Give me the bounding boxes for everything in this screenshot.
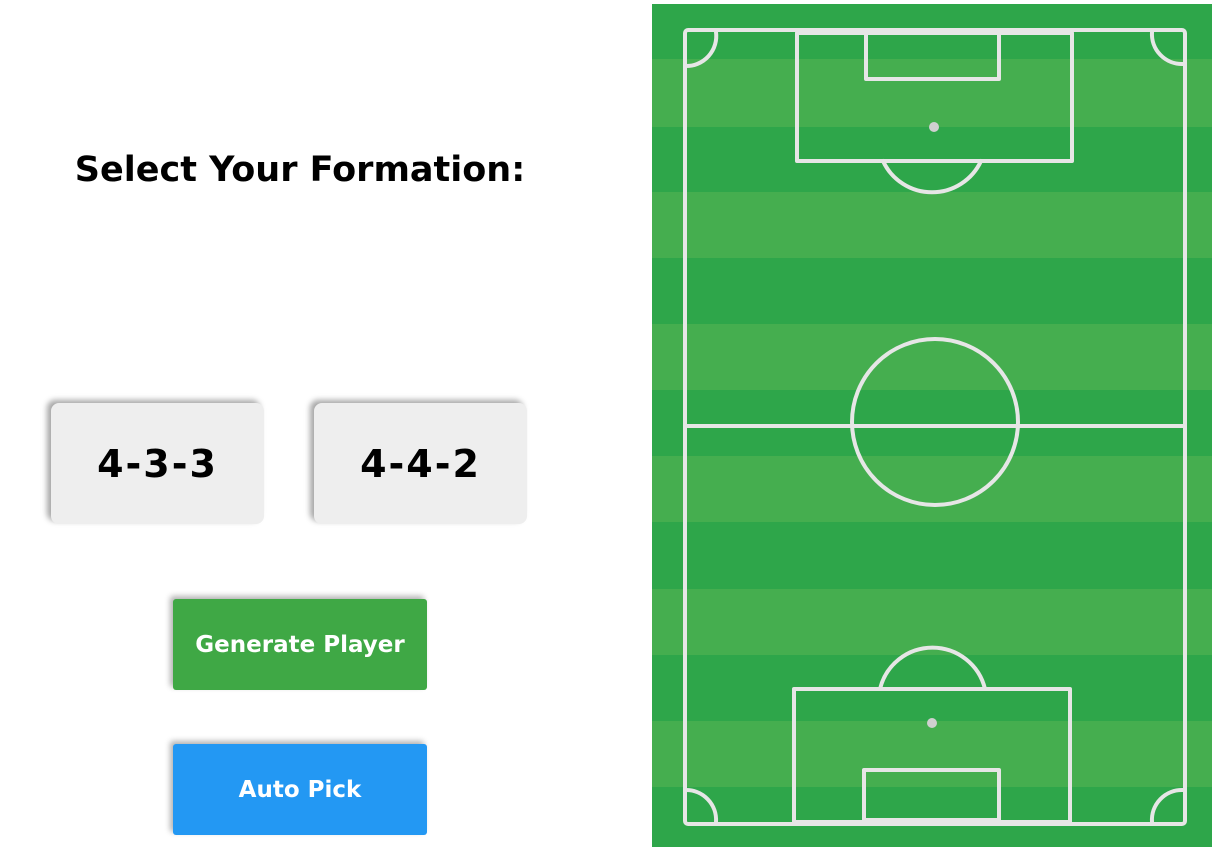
bottom-goal-box: [862, 768, 1001, 822]
football-pitch: [652, 4, 1212, 847]
top-penalty-spot: [929, 122, 939, 132]
corner-arc-bottom-left: [683, 787, 719, 824]
top-penalty-arc: [881, 159, 983, 195]
corner-arc-bottom-right: [1149, 787, 1185, 824]
centre-circle: [850, 337, 1020, 507]
generate-player-button[interactable]: Generate Player: [173, 599, 427, 690]
pitch-stripe: [652, 192, 1212, 258]
top-goal-box: [864, 31, 1001, 81]
page-title: Select Your Formation:: [74, 150, 526, 190]
pitch-stripe: [652, 721, 1212, 787]
pitch-stripe: [652, 324, 1212, 390]
formation-442-button[interactable]: 4-4-2: [314, 403, 527, 524]
auto-pick-button[interactable]: Auto Pick: [173, 744, 427, 835]
pitch-stripe: [652, 59, 1212, 127]
formation-433-button[interactable]: 4-3-3: [51, 403, 264, 524]
bottom-penalty-arc: [878, 645, 987, 691]
pitch-stripe: [652, 589, 1212, 655]
pitch-stripe: [652, 456, 1212, 522]
pitch-drawing: [652, 4, 1212, 847]
corner-arc-top-left: [683, 30, 719, 69]
corner-arc-top-right: [1149, 30, 1185, 67]
bottom-penalty-spot: [927, 718, 937, 728]
